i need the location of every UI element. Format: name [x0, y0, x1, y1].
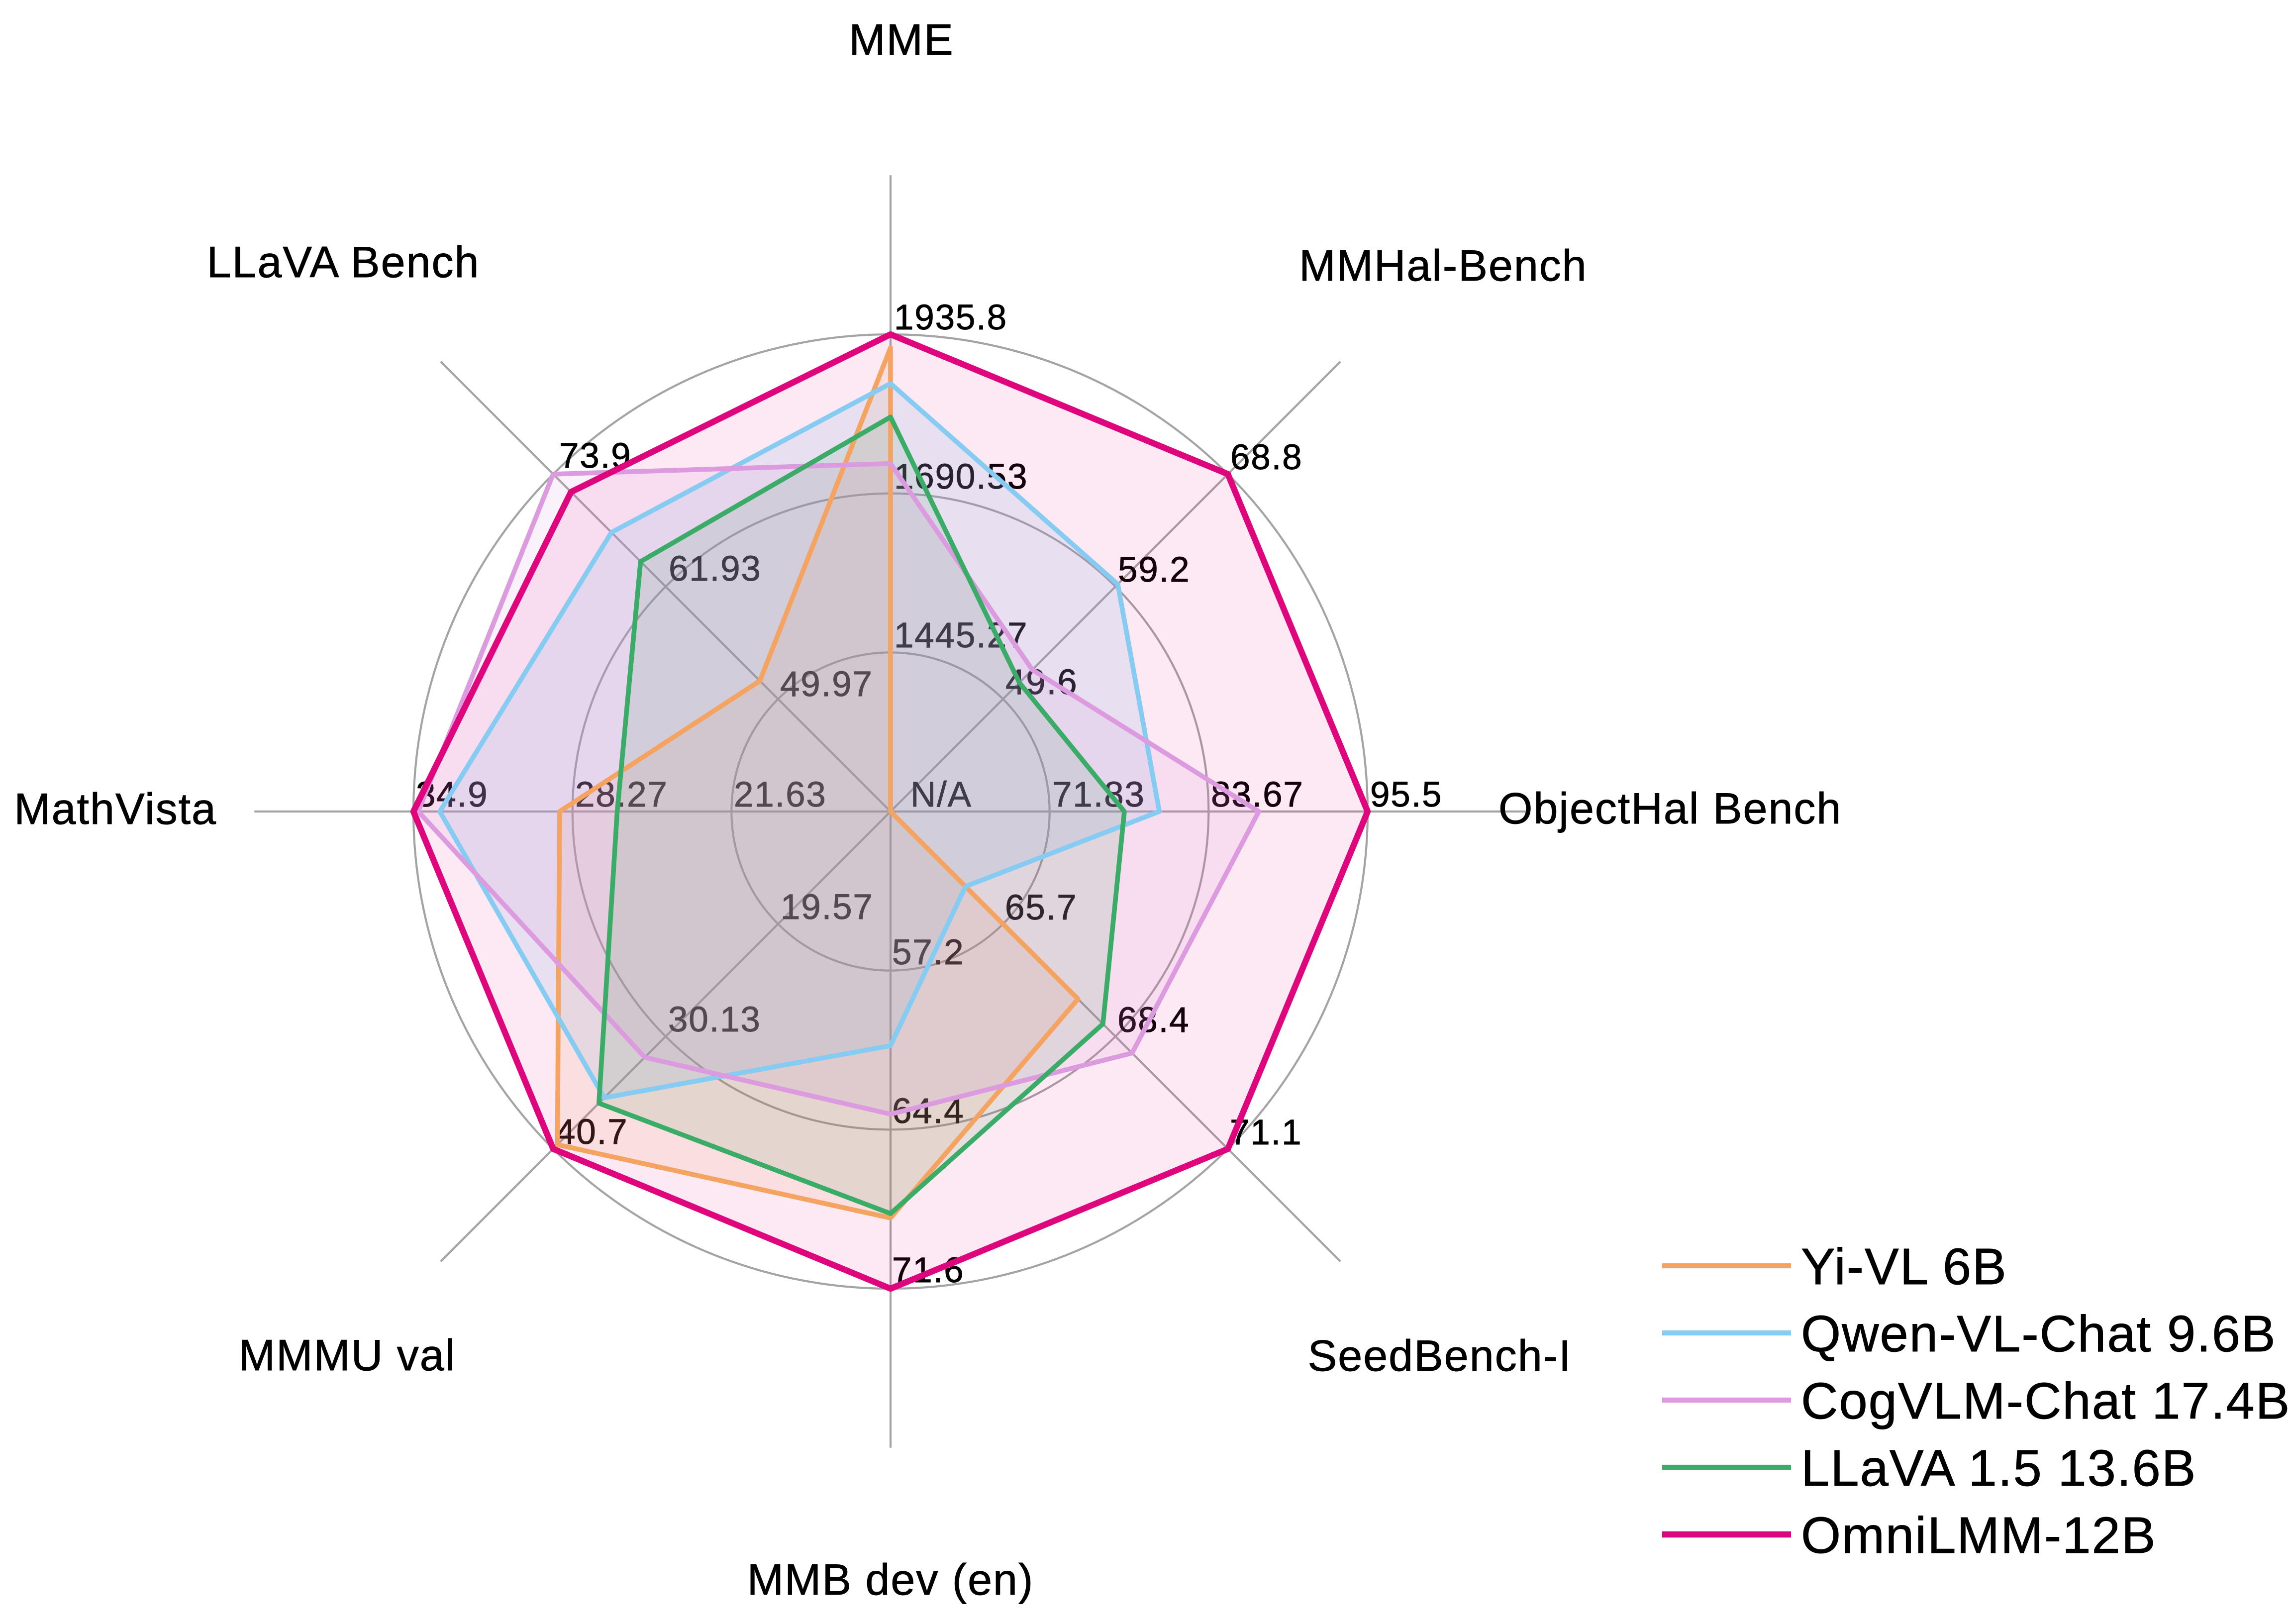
svg-text:MME: MME: [849, 15, 954, 64]
svg-text:68.8: 68.8: [1230, 438, 1302, 477]
svg-text:MMMU val: MMMU val: [239, 1330, 456, 1380]
svg-text:SeedBench-I: SeedBench-I: [1308, 1331, 1572, 1380]
svg-text:Qwen-VL-Chat 9.6B: Qwen-VL-Chat 9.6B: [1801, 1305, 2277, 1362]
svg-text:21.63: 21.63: [734, 775, 827, 814]
svg-text:LLaVA 1.5 13.6B: LLaVA 1.5 13.6B: [1801, 1439, 2197, 1497]
svg-text:59.2: 59.2: [1118, 550, 1190, 590]
svg-text:65.7: 65.7: [1005, 888, 1077, 927]
svg-text:95.5: 95.5: [1370, 775, 1442, 814]
svg-text:MathVista: MathVista: [14, 784, 217, 833]
svg-text:61.93: 61.93: [669, 549, 762, 589]
svg-text:N/A: N/A: [910, 775, 972, 814]
svg-text:Yi-VL 6B: Yi-VL 6B: [1801, 1238, 2007, 1295]
svg-text:1690.53: 1690.53: [894, 457, 1028, 497]
svg-text:19.57: 19.57: [781, 888, 874, 927]
svg-text:MMHal-Bench: MMHal-Bench: [1299, 241, 1587, 290]
svg-text:49.97: 49.97: [780, 665, 873, 704]
svg-text:68.4: 68.4: [1117, 1001, 1190, 1040]
svg-text:30.13: 30.13: [668, 1000, 761, 1039]
svg-text:ObjectHal Bench: ObjectHal Bench: [1498, 784, 1842, 833]
svg-text:LLaVA Bench: LLaVA Bench: [207, 237, 480, 287]
svg-text:MMB dev (en): MMB dev (en): [747, 1555, 1034, 1604]
svg-text:1445.27: 1445.27: [894, 616, 1028, 655]
svg-text:CogVLM-Chat 17.4B: CogVLM-Chat 17.4B: [1801, 1372, 2291, 1429]
svg-text:1935.8: 1935.8: [894, 298, 1007, 337]
svg-text:OmniLMM-12B: OmniLMM-12B: [1801, 1507, 2157, 1564]
